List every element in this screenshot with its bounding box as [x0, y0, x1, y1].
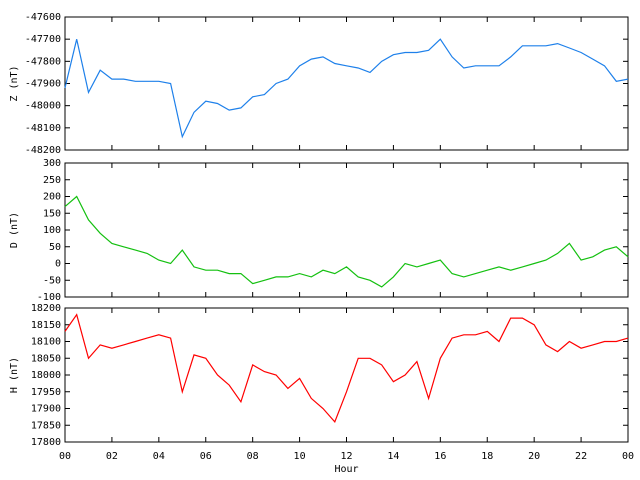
- y-tick-label: 18000: [31, 370, 61, 381]
- x-tick-label: 16: [434, 451, 446, 462]
- y-tick-label: -48000: [25, 101, 61, 112]
- y-tick-label: 150: [43, 208, 61, 219]
- y-tick-label: 18150: [31, 320, 61, 331]
- x-tick-label: 02: [106, 451, 118, 462]
- y-tick-label: 0: [55, 259, 61, 270]
- y-tick-label: -50: [43, 275, 61, 286]
- y-tick-label: 17850: [31, 420, 61, 431]
- y-tick-label: -48200: [25, 145, 61, 156]
- y-tick-label: -47600: [25, 12, 61, 23]
- x-tick-label: 12: [340, 451, 352, 462]
- y-tick-label: -100: [37, 292, 61, 303]
- x-tick-label: 14: [387, 451, 399, 462]
- y-tick-label: 100: [43, 225, 61, 236]
- x-tick-label: 10: [294, 451, 306, 462]
- y-tick-label: 17800: [31, 437, 61, 448]
- data-line: [64, 195, 629, 288]
- data-line: [64, 38, 629, 139]
- x-tick-label: 00: [59, 451, 71, 462]
- x-tick-label: 06: [200, 451, 212, 462]
- y-axis-label: D (nT): [9, 212, 20, 248]
- x-tick-label: 08: [247, 451, 259, 462]
- y-tick-label: 200: [43, 192, 61, 203]
- plot-frame: [64, 307, 629, 443]
- y-tick-label: 50: [49, 242, 61, 253]
- x-tick-label: 22: [575, 451, 587, 462]
- y-tick-label: 18200: [31, 303, 61, 314]
- y-tick-label: -48100: [25, 123, 61, 134]
- x-tick-label: 20: [528, 451, 540, 462]
- y-tick-label: 300: [43, 158, 61, 169]
- y-tick-label: -47900: [25, 79, 61, 90]
- x-tick-label: 00: [622, 451, 634, 462]
- y-tick-label: 17950: [31, 387, 61, 398]
- y-tick-label: 18100: [31, 337, 61, 348]
- plot-frame: [64, 16, 629, 151]
- plot-frame: [64, 162, 629, 298]
- x-tick-label: 18: [481, 451, 493, 462]
- y-axis-label: Z (nT): [9, 65, 20, 101]
- y-tick-label: 250: [43, 175, 61, 186]
- y-axis-label: H (nT): [9, 357, 20, 393]
- y-tick-label: -47800: [25, 56, 61, 67]
- y-tick-label: 18050: [31, 353, 61, 364]
- x-tick-label: 04: [153, 451, 165, 462]
- y-tick-label: 17900: [31, 404, 61, 415]
- y-tick-label: -47700: [25, 34, 61, 45]
- x-axis-label: Hour: [334, 464, 358, 475]
- data-line: [64, 313, 629, 424]
